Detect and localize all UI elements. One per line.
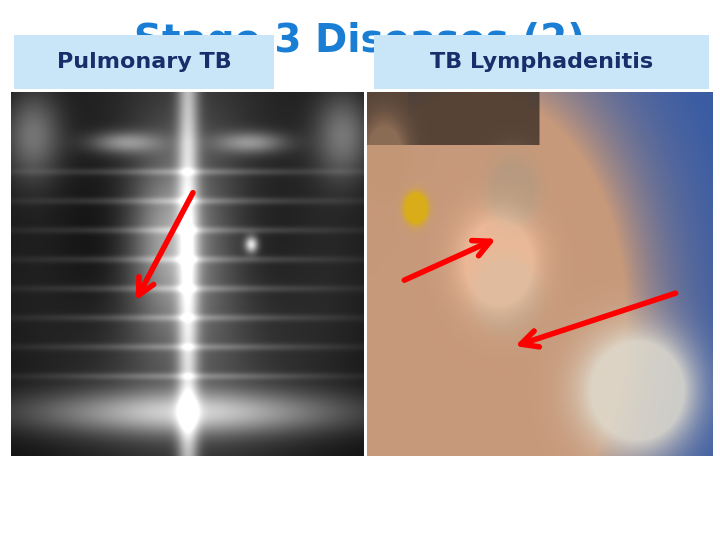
FancyBboxPatch shape: [374, 35, 709, 89]
Text: Pulmonary TB: Pulmonary TB: [57, 52, 231, 72]
FancyBboxPatch shape: [14, 35, 274, 89]
Text: TB Lymphadenitis: TB Lymphadenitis: [431, 52, 653, 72]
Text: Stage 3 Diseases (2): Stage 3 Diseases (2): [135, 22, 585, 59]
